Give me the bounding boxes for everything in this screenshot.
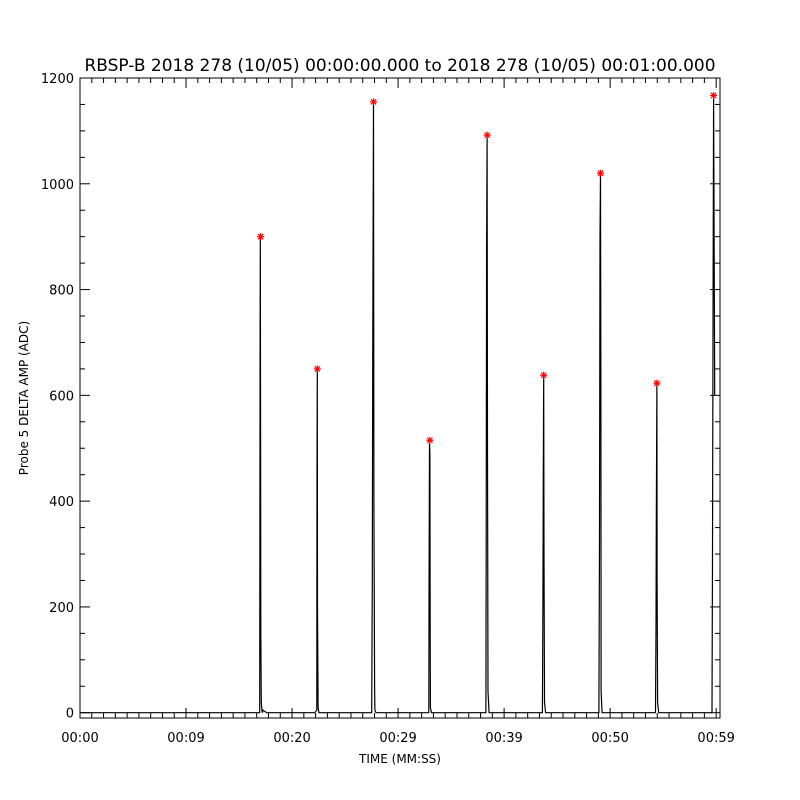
peak-marker: [710, 91, 718, 99]
x-axis-label: TIME (MM:SS): [358, 752, 441, 766]
marker-stroke: [484, 132, 491, 139]
peak-marker: [370, 98, 378, 106]
y-tick-label: 1000: [41, 178, 74, 193]
x-tick-label: 00:20: [273, 731, 310, 746]
peak-marker: [426, 436, 434, 444]
axes: [79, 77, 721, 719]
peak-marker: [483, 131, 491, 139]
x-tick-label: 00:39: [485, 731, 522, 746]
y-axis: 0 200 400 600 800 1000 1200: [41, 72, 720, 722]
x-tick-label: 00:59: [697, 731, 734, 746]
marker-stroke: [653, 380, 660, 387]
plot-frame: [79, 77, 721, 719]
series-layer: [80, 91, 718, 714]
peak-marker: [597, 169, 605, 177]
marker-stroke: [257, 233, 264, 240]
y-tick-label: 200: [49, 601, 74, 616]
y-tick-label: 1200: [41, 72, 74, 87]
marker-stroke: [314, 365, 321, 372]
marker-stroke: [426, 437, 433, 444]
y-tick-label: 800: [49, 284, 74, 299]
marker-stroke: [370, 98, 377, 105]
x-tick-label: 00:09: [167, 731, 204, 746]
chart-title: RBSP-B 2018 278 (10/05) 00:00:00.000 to …: [84, 56, 715, 76]
series-line: [80, 96, 716, 714]
marker-stroke: [540, 372, 547, 379]
marker-stroke: [597, 170, 604, 177]
y-tick-label: 400: [49, 495, 74, 510]
marker-stroke: [710, 92, 717, 99]
x-tick-label: 00:50: [591, 731, 628, 746]
y-tick-label: 600: [49, 389, 74, 404]
y-axis-label: Probe 5 DELTA AMP (ADC): [17, 321, 31, 475]
peak-marker: [257, 233, 265, 241]
peak-marker: [653, 379, 661, 387]
y-tick-label: 0: [66, 707, 74, 722]
x-axis: 00:00 00:09 00:20 00:29 00:39 00:50 00:59: [61, 78, 735, 746]
peak-marker: [540, 371, 548, 379]
x-tick-label: 00:29: [379, 731, 416, 746]
x-tick-label: 00:00: [61, 731, 98, 746]
peak-marker: [313, 365, 321, 373]
